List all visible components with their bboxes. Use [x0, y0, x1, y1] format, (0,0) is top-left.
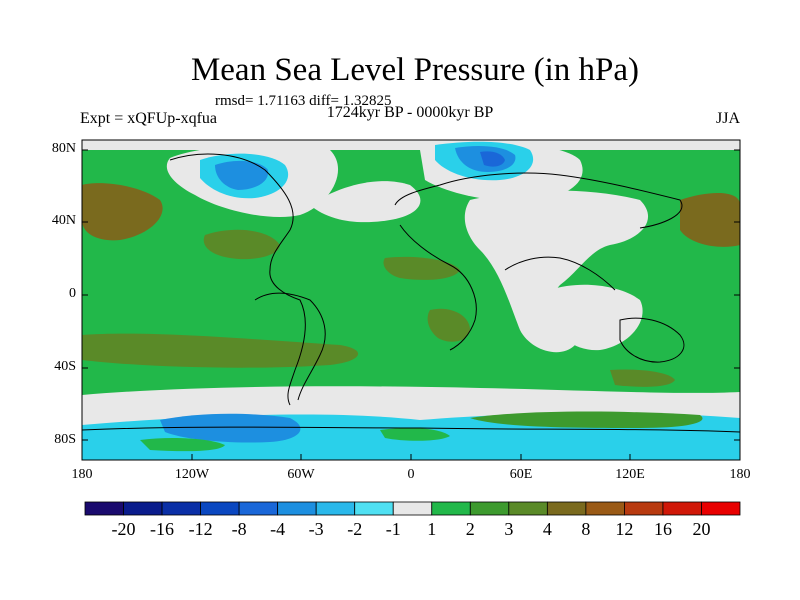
colorbar-label: -2 — [347, 519, 363, 539]
y-tick-0: 0 — [69, 286, 76, 301]
colorbar-label: -3 — [308, 519, 324, 539]
npac-high-right — [680, 193, 740, 247]
colorbar-label: -12 — [188, 519, 213, 539]
map-ticks — [81, 149, 741, 460]
x-tick-120w: 120W — [174, 467, 210, 482]
colorbar-swatch — [508, 501, 548, 516]
sh-olive-2 — [427, 308, 470, 342]
colorbar-label: 20 — [692, 519, 711, 539]
colorbar-swatch — [662, 501, 702, 516]
tropical-olive — [383, 256, 460, 280]
colorbar-label: 4 — [542, 519, 552, 539]
colorbar-label: -8 — [231, 519, 247, 539]
colorbar-swatch — [84, 501, 124, 516]
colorbar-swatch — [238, 501, 279, 516]
colorbar-swatch — [161, 501, 201, 516]
colorbar-swatch — [585, 501, 625, 516]
x-tick-120e: 120E — [615, 467, 645, 482]
antarctic-blue — [160, 413, 301, 443]
colorbar-swatch — [277, 501, 317, 516]
npac-high-left — [82, 183, 163, 241]
colorbar-swatch — [315, 501, 356, 516]
stats-text: rmsd= 1.71163 diff= 1.32825 — [215, 93, 392, 109]
coastlines — [82, 153, 740, 433]
colorbar-swatch — [354, 501, 394, 516]
colorbar-label: -20 — [111, 519, 136, 539]
colorbar-swatch — [469, 501, 510, 516]
eurasia-white — [464, 190, 649, 353]
colorbar-label: -4 — [270, 519, 286, 539]
x-tick-60w: 60W — [287, 467, 315, 482]
antarctic-green-1 — [140, 437, 225, 452]
experiment-label: Expt = xQFUp-xqfua — [80, 110, 218, 127]
colorbar-swatch — [624, 501, 664, 516]
period-label: 1724kyr BP - 0000kyr BP — [326, 104, 494, 121]
colorbar-label: 1 — [427, 519, 437, 539]
sh-olive-3 — [610, 369, 675, 387]
colorbar-label: 16 — [653, 519, 672, 539]
sh-band-olive — [82, 333, 359, 368]
atl-high — [203, 229, 280, 260]
x-tick-60e: 60E — [509, 467, 533, 482]
colorbar-label: 2 — [465, 519, 475, 539]
colorbar-label: 8 — [581, 519, 591, 539]
antarctic-green-3 — [380, 428, 450, 441]
nh-blue-1 — [215, 160, 269, 190]
colorbar-swatch — [123, 501, 163, 516]
colorbar-label: 12 — [615, 519, 634, 539]
colorbar-label: -1 — [385, 519, 401, 539]
indian-white — [550, 284, 643, 351]
siberia-deep-blue — [480, 151, 505, 167]
y-tick-80S: 80S — [54, 432, 76, 447]
colorbar-swatch — [392, 501, 433, 516]
colorbar-label: 3 — [504, 519, 514, 539]
colorbar-swatch — [546, 501, 587, 516]
chart-title: Mean Sea Level Pressure (in hPa) — [190, 52, 640, 88]
y-tick-80N: 80N — [51, 141, 76, 156]
season-label: JJA — [715, 110, 740, 127]
colorbar-swatch — [200, 501, 240, 516]
y-tick-40N: 40N — [51, 213, 76, 228]
colorbar-swatch — [701, 501, 741, 516]
x-tick-0: 0 — [407, 467, 415, 482]
antarctic-green-2 — [470, 411, 703, 428]
colorbar-swatch — [431, 501, 471, 516]
nh-white-2 — [310, 181, 421, 223]
x-tick-180w: 180 — [71, 467, 93, 482]
colorbar-label: -16 — [150, 519, 175, 539]
y-tick-40S: 40S — [54, 359, 76, 374]
x-tick-180e: 180 — [729, 467, 751, 482]
